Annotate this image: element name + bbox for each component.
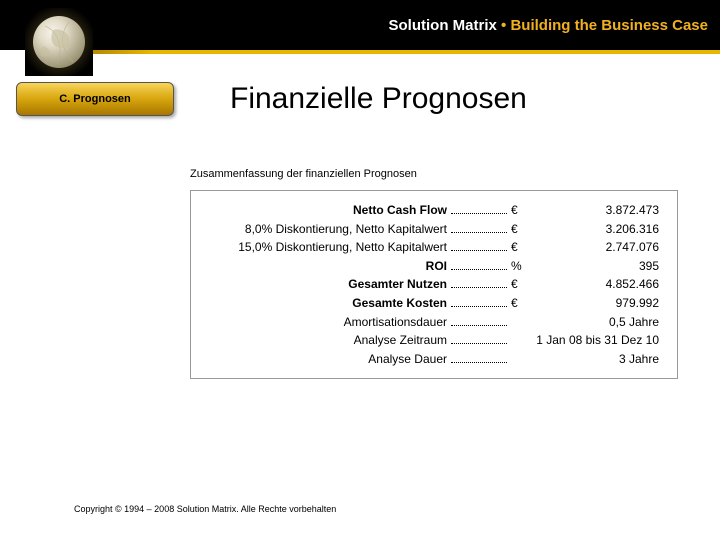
page-subtitle: Zusammenfassung der finanziellen Prognos… — [190, 168, 720, 180]
leader-dots — [451, 260, 507, 270]
table-row: Analyse Dauer 3 Jahre — [199, 350, 659, 369]
leader-dots — [451, 279, 507, 289]
row-value: 4.852.466 — [529, 275, 659, 294]
globe-icon — [25, 8, 93, 76]
content-area: C. Prognosen Finanzielle Prognosen Zusam… — [0, 54, 720, 379]
leader-dots — [451, 297, 507, 307]
row-value: 2.747.076 — [529, 238, 659, 257]
table-row: Amortisationsdauer 0,5 Jahre — [199, 313, 659, 332]
row-value: 1 Jan 08 bis 31 Dez 10 — [529, 331, 659, 350]
summary-table: Netto Cash Flow€3.872.4738,0% Diskontier… — [190, 190, 678, 379]
row-value: 0,5 Jahre — [529, 313, 659, 332]
row-label: 15,0% Diskontierung, Netto Kapitalwert — [199, 238, 449, 257]
header-title: Solution Matrix • Building the Business … — [389, 17, 708, 34]
leader-dots — [451, 242, 507, 252]
leader-dots — [451, 204, 507, 214]
leader-dots — [451, 335, 507, 345]
row-label: Gesamte Kosten — [199, 294, 449, 313]
row-unit: € — [511, 238, 529, 257]
brand-name: Solution Matrix — [389, 17, 497, 34]
row-value: 3.872.473 — [529, 201, 659, 220]
row-label: Netto Cash Flow — [199, 201, 449, 220]
table-row: Gesamter Nutzen €4.852.466 — [199, 275, 659, 294]
row-label: 8,0% Diskontierung, Netto Kapitalwert — [199, 220, 449, 239]
row-label: Amortisationsdauer — [199, 313, 449, 332]
leader-dots — [451, 316, 507, 326]
leader-dots — [451, 223, 507, 233]
row-value: 395 — [529, 257, 659, 276]
page-title: Finanzielle Prognosen — [230, 82, 720, 116]
row-unit: € — [511, 294, 529, 313]
row-label: Gesamter Nutzen — [199, 275, 449, 294]
section-chip-label: C. Prognosen — [59, 93, 131, 105]
footer-copyright: Copyright © 1994 – 2008 Solution Matrix.… — [74, 504, 336, 514]
header-tagline: Building the Business Case — [510, 17, 708, 34]
table-row: Gesamte Kosten €979.992 — [199, 294, 659, 313]
row-unit: € — [511, 220, 529, 239]
table-row: Analyse Zeitraum 1 Jan 08 bis 31 Dez 10 — [199, 331, 659, 350]
header-bar: Solution Matrix • Building the Business … — [0, 0, 720, 50]
row-value: 3 Jahre — [529, 350, 659, 369]
table-row: Netto Cash Flow €3.872.473 — [199, 201, 659, 220]
row-label: Analyse Zeitraum — [199, 331, 449, 350]
row-label: ROI — [199, 257, 449, 276]
row-value: 979.992 — [529, 294, 659, 313]
leader-dots — [451, 353, 507, 363]
row-value: 3.206.316 — [529, 220, 659, 239]
table-row: ROI%395 — [199, 257, 659, 276]
row-unit: € — [511, 201, 529, 220]
section-chip: C. Prognosen — [16, 82, 174, 116]
table-row: 15,0% Diskontierung, Netto Kapitalwert €2… — [199, 238, 659, 257]
header-separator: • — [497, 17, 511, 34]
row-label: Analyse Dauer — [199, 350, 449, 369]
row-unit: % — [511, 257, 529, 276]
row-unit: € — [511, 275, 529, 294]
table-row: 8,0% Diskontierung, Netto Kapitalwert €3.… — [199, 220, 659, 239]
